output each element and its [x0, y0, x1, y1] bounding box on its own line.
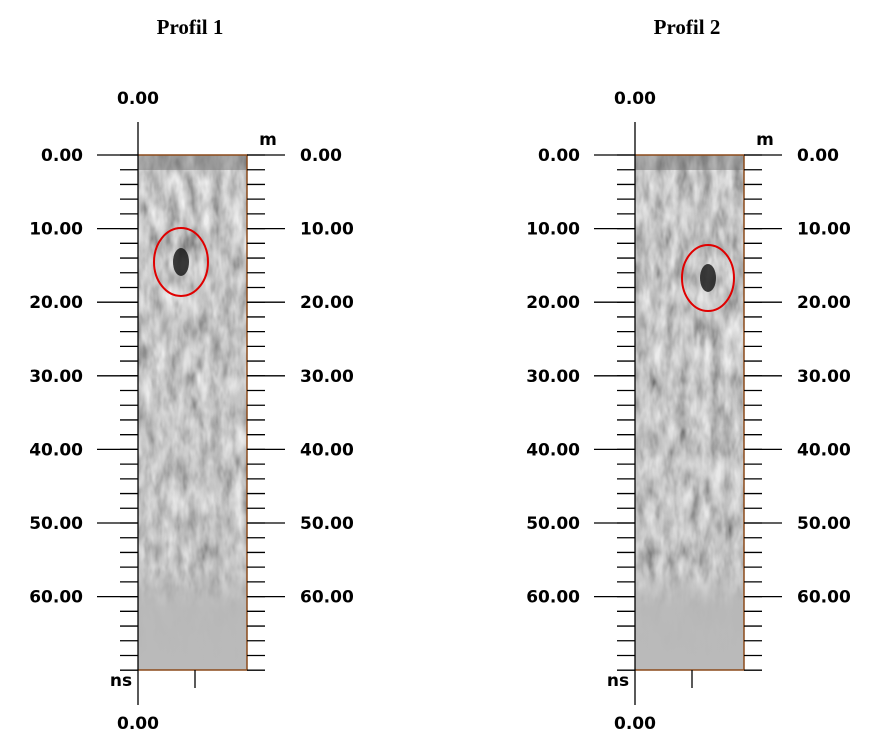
right-tick-label: 10.00: [797, 220, 851, 240]
radargram-fade: [635, 155, 744, 670]
anomaly-circle: [681, 244, 735, 312]
right-tick-label: 0.00: [797, 146, 839, 166]
plot-border: [635, 154, 745, 671]
top-band: [138, 155, 247, 170]
top-label: 0.00: [117, 89, 159, 109]
left-tick-label: 30.00: [526, 367, 580, 387]
left-tick-label: 20.00: [29, 293, 83, 313]
left-tick-label: 20.00: [526, 293, 580, 313]
left-tick-label: 60.00: [29, 588, 83, 608]
right-tick-label: 50.00: [300, 514, 354, 534]
unit-top: m: [259, 130, 277, 150]
plot-border: [138, 154, 248, 671]
left-tick-label: 0.00: [41, 146, 83, 166]
left-tick-label: 0.00: [538, 146, 580, 166]
right-tick-label: 40.00: [797, 440, 851, 460]
panel-title: Profil 2: [654, 15, 721, 39]
right-tick-label: 20.00: [797, 293, 851, 313]
right-tick-label: 40.00: [300, 440, 354, 460]
left-tick-label: 50.00: [29, 514, 83, 534]
left-tick-label: 40.00: [526, 440, 580, 460]
right-tick-label: 50.00: [797, 514, 851, 534]
top-label: 0.00: [614, 89, 656, 109]
right-tick-label: 60.00: [300, 588, 354, 608]
anomaly-blob: [700, 264, 716, 292]
anomaly-circle: [153, 227, 209, 297]
right-tick-label: 30.00: [797, 367, 851, 387]
bottom-label: 0.00: [614, 714, 656, 734]
right-tick-label: 0.00: [300, 146, 342, 166]
right-tick-label: 30.00: [300, 367, 354, 387]
unit-top: m: [756, 130, 774, 150]
right-tick-label: 10.00: [300, 220, 354, 240]
left-tick-label: 60.00: [526, 588, 580, 608]
bottom-label: 0.00: [117, 714, 159, 734]
top-band: [635, 155, 744, 170]
unit-bottom: ns: [607, 671, 629, 691]
panel-title: Profil 1: [157, 15, 224, 39]
radargram-fade: [138, 155, 247, 670]
anomaly-blob: [173, 248, 189, 276]
unit-bottom: ns: [110, 671, 132, 691]
left-tick-label: 50.00: [526, 514, 580, 534]
profile-panel: Profil 1 0.00 m ns 0.00 0.00 10.00 20.00 30.00 40…: [29, 15, 354, 734]
left-tick-label: 40.00: [29, 440, 83, 460]
right-tick-label: 60.00: [797, 588, 851, 608]
profile-panel: Profil 2 0.00 m ns 0.00 0.00 10.00 20.00 30.00 40…: [526, 15, 851, 734]
left-tick-label: 10.00: [526, 220, 580, 240]
left-tick-label: 10.00: [29, 220, 83, 240]
left-tick-label: 30.00: [29, 367, 83, 387]
right-tick-label: 20.00: [300, 293, 354, 313]
